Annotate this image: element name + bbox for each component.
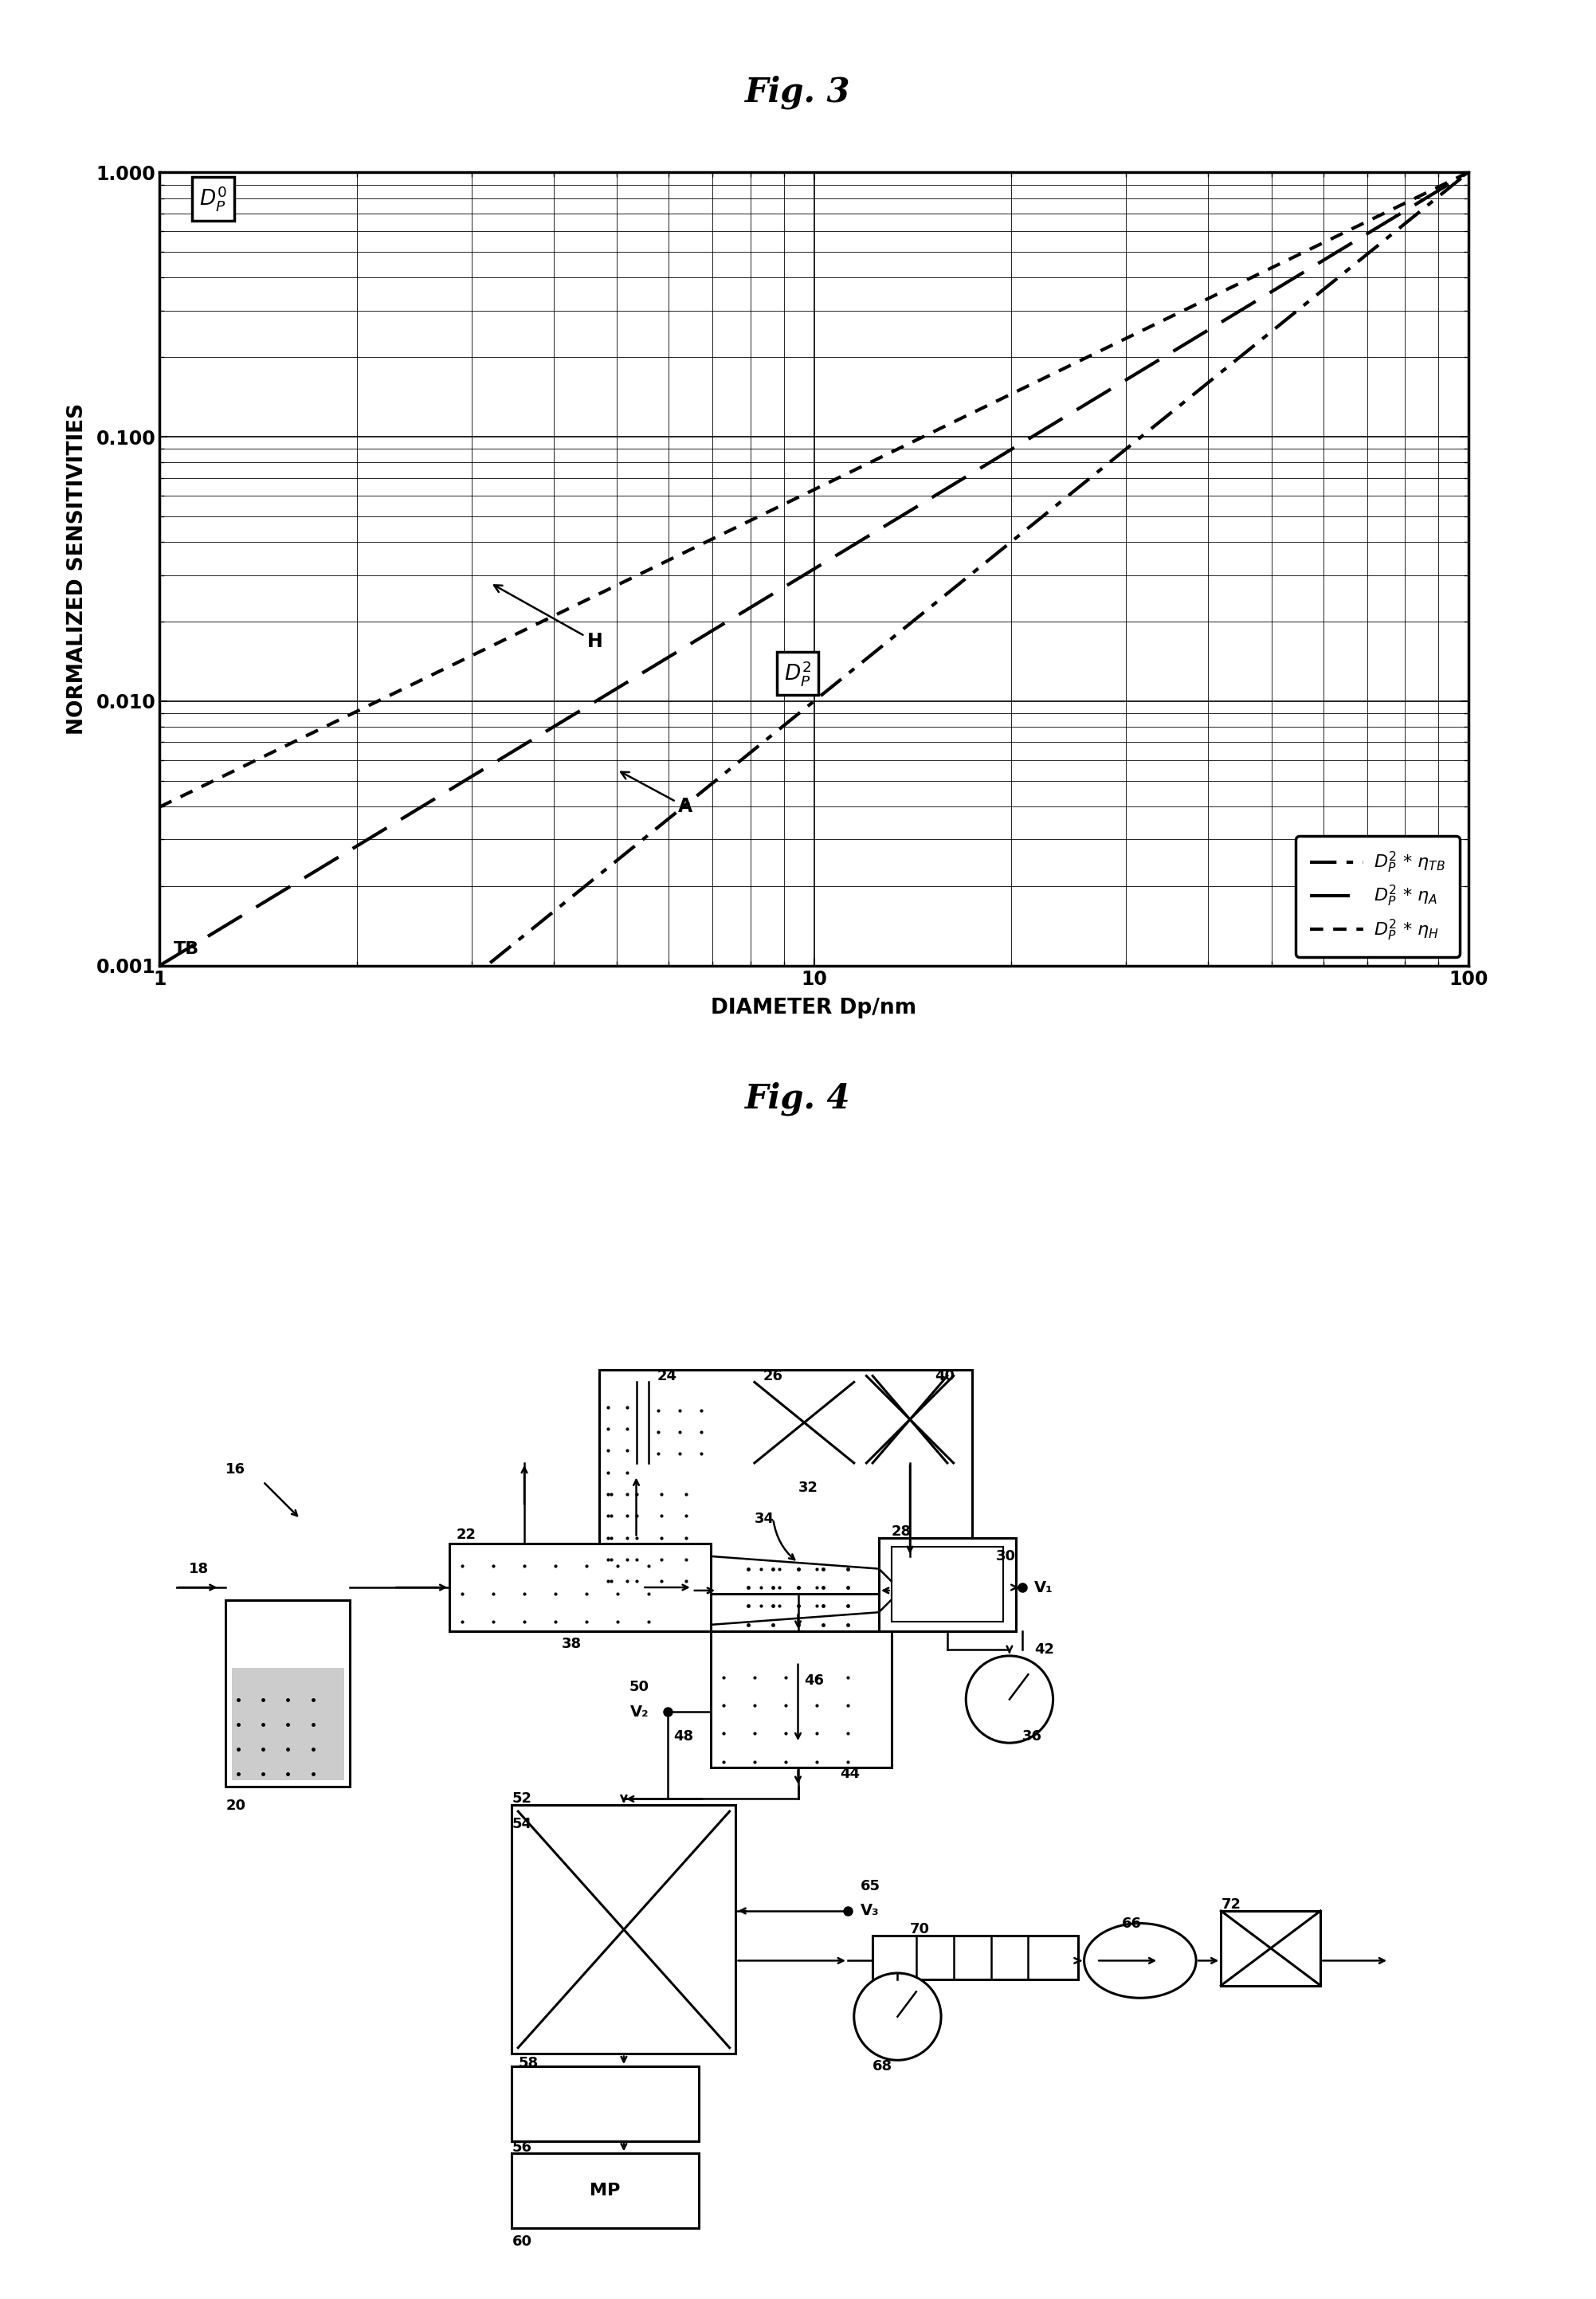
$D_P^{2}$ * $\eta_H$ (150, 793, 169, 821)
Text: 42: 42 (1034, 1641, 1055, 1658)
$D_P^{2}$ * $\eta_H$ (1420, 177, 1440, 205)
Text: 70: 70 (910, 1922, 930, 1936)
$D_P^{2}$ * $\eta_A$ (217, 910, 236, 938)
$D_P^{2}$ * $\eta_A$ (787, 566, 806, 593)
$D_P^{2}$ * $\eta_H$ (1181, 294, 1200, 322)
$D_P^{2}$ * $\eta_{TB}$ (787, 701, 806, 729)
Text: H: H (495, 586, 603, 651)
Text: $D_P^2$: $D_P^2$ (784, 660, 811, 687)
Circle shape (966, 1655, 1053, 1743)
Bar (231, 1669, 343, 1779)
Bar (648, 1382, 749, 1462)
Text: 26: 26 (763, 1368, 784, 1384)
Circle shape (854, 1973, 942, 2060)
Legend: $D_P^{2}$ * $\eta_{TB}$, $D_P^{2}$ * $\eta_A$, $D_P^{2}$ * $\eta_H$: $D_P^{2}$ * $\eta_{TB}$, $D_P^{2}$ * $\e… (1296, 837, 1459, 956)
Bar (598, 1370, 972, 1593)
Text: 44: 44 (839, 1768, 860, 1782)
$D_P^{2}$ * $\eta_{TB}$ (1420, 189, 1440, 216)
$D_P^{2}$ * $\eta_A$ (150, 952, 169, 979)
Y-axis label: NORMALIZED SENSITIVITIES: NORMALIZED SENSITIVITIES (67, 402, 88, 736)
Bar (512, 1805, 736, 2053)
$D_P^{2}$ * $\eta_{TB}$ (1459, 159, 1478, 186)
Text: Fig. 3: Fig. 3 (745, 76, 851, 108)
Text: A: A (621, 772, 693, 816)
Text: 28: 28 (891, 1524, 911, 1538)
Text: 56: 56 (512, 2140, 531, 2154)
Bar (512, 2154, 699, 2228)
Text: V₁: V₁ (1034, 1579, 1053, 1596)
$D_P^{2}$ * $\eta_{TB}$ (1181, 384, 1200, 412)
Text: TB: TB (174, 940, 200, 956)
Ellipse shape (1084, 1924, 1195, 1998)
Text: 32: 32 (798, 1481, 817, 1494)
Text: 16: 16 (225, 1462, 246, 1476)
Text: V₃: V₃ (860, 1904, 879, 1917)
Text: 52: 52 (512, 1791, 531, 1807)
Text: 58: 58 (519, 2055, 538, 2071)
Text: 68: 68 (873, 2060, 892, 2074)
Text: 24: 24 (658, 1368, 677, 1384)
Bar (225, 1600, 350, 1786)
Bar (879, 1538, 1015, 1630)
Text: 66: 66 (1122, 1915, 1141, 1931)
Line: $D_P^{2}$ * $\eta_A$: $D_P^{2}$ * $\eta_A$ (160, 172, 1468, 966)
Bar (512, 2067, 699, 2140)
Text: 40: 40 (935, 1368, 954, 1384)
Text: MP: MP (591, 2182, 621, 2198)
Text: 48: 48 (674, 1729, 694, 1745)
$D_P^{2}$ * $\eta_{TB}$ (752, 731, 771, 759)
Text: 20: 20 (225, 1798, 246, 1814)
$D_P^{2}$ * $\eta_H$ (1420, 177, 1440, 205)
$D_P^{2}$ * $\eta_H$ (787, 485, 806, 513)
$D_P^{2}$ * $\eta_A$ (1420, 182, 1440, 209)
Text: 38: 38 (562, 1637, 581, 1651)
Text: 34: 34 (755, 1513, 774, 1527)
X-axis label: DIAMETER Dp/nm: DIAMETER Dp/nm (712, 998, 916, 1018)
$D_P^{2}$ * $\eta_{TB}$ (1420, 191, 1440, 218)
$D_P^{2}$ * $\eta_H$ (752, 501, 771, 529)
Text: 72: 72 (1221, 1897, 1242, 1913)
Bar (710, 1630, 891, 1768)
Text: 46: 46 (804, 1674, 824, 1687)
Bar (450, 1545, 710, 1630)
Text: 36: 36 (1021, 1729, 1042, 1745)
Bar (891, 1547, 1004, 1621)
Text: $D_P^0$: $D_P^0$ (200, 184, 227, 214)
$D_P^{2}$ * $\eta_A$ (1459, 159, 1478, 186)
Text: V₂: V₂ (630, 1704, 648, 1720)
$D_P^{2}$ * $\eta_A$ (1420, 182, 1440, 209)
Line: $D_P^{2}$ * $\eta_H$: $D_P^{2}$ * $\eta_H$ (160, 172, 1468, 807)
Text: Fig. 4: Fig. 4 (745, 1083, 851, 1115)
$D_P^{2}$ * $\eta_H$ (1459, 159, 1478, 186)
Bar (1221, 1910, 1320, 1986)
Text: 50: 50 (629, 1681, 648, 1694)
Line: $D_P^{2}$ * $\eta_{TB}$: $D_P^{2}$ * $\eta_{TB}$ (160, 172, 1468, 1230)
Bar (873, 1936, 1077, 1979)
Text: 54: 54 (512, 1816, 531, 1830)
Text: 30: 30 (996, 1550, 1015, 1563)
Bar (755, 1382, 854, 1462)
$D_P^{2}$ * $\eta_H$ (217, 761, 236, 789)
Text: 18: 18 (188, 1561, 209, 1575)
Text: 65: 65 (860, 1878, 879, 1892)
$D_P^{2}$ * $\eta_{TB}$ (150, 1216, 169, 1244)
$D_P^{2}$ * $\eta_A$ (752, 586, 771, 614)
$D_P^{2}$ * $\eta_A$ (1181, 326, 1200, 354)
$D_P^{2}$ * $\eta_{TB}$ (217, 1163, 236, 1191)
Text: 60: 60 (512, 2235, 531, 2248)
Text: 22: 22 (456, 1527, 476, 1543)
